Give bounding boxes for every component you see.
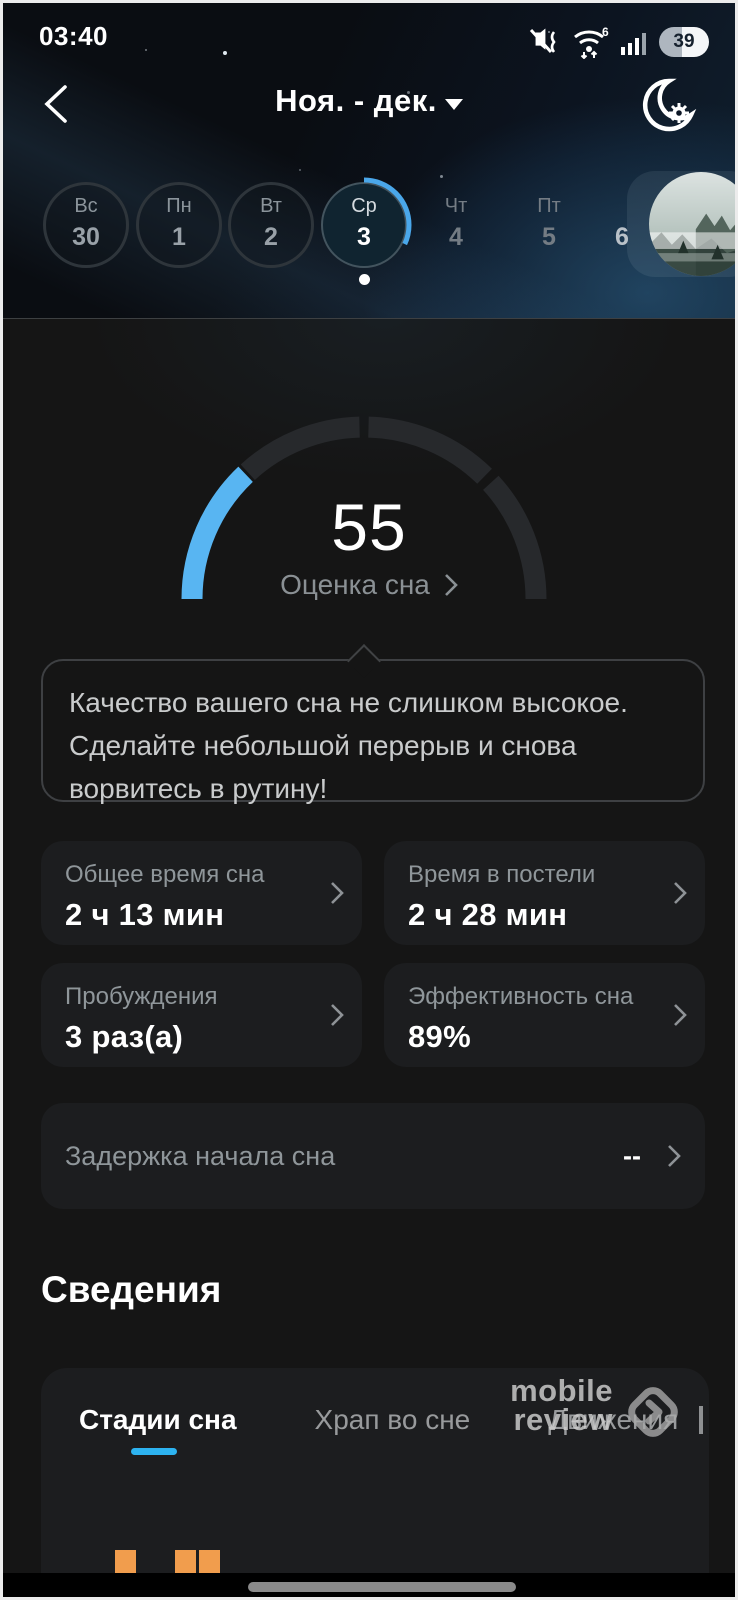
star: [548, 31, 550, 33]
star: [299, 169, 301, 171]
gauge-fill-arc: [181, 466, 253, 600]
stat-awakenings[interactable]: Пробуждения 3 раз(а): [41, 963, 362, 1067]
day-number: 2: [264, 223, 278, 251]
clock: 03:40: [39, 21, 108, 51]
details-card: Стадии сна Храп во сне Движения mobile r…: [41, 1368, 709, 1573]
day-number: 5: [542, 223, 556, 251]
wifi-icon: 6: [574, 25, 609, 59]
clipped-next-tab: [699, 1406, 703, 1434]
day-circle: [136, 182, 222, 268]
stat-label: Задержка начала сна: [65, 1140, 336, 1171]
chevron-down-icon: [444, 98, 463, 110]
chevron-right-icon: [331, 882, 344, 904]
sleep-stage-bar: [115, 1550, 136, 1573]
sleep-quality-tooltip: Качество вашего сна не слишком высокое. …: [41, 659, 705, 804]
stat-label: Пробуждения: [65, 983, 218, 1010]
back-button[interactable]: [37, 81, 77, 127]
stat-value: 3 раз(а): [65, 1019, 184, 1054]
day-number: 4: [449, 223, 463, 251]
section-divider: [3, 318, 735, 319]
day-name: Вт: [260, 195, 282, 217]
home-indicator[interactable]: [248, 1582, 516, 1592]
watermark-text: mobile review: [510, 1373, 613, 1437]
tab-sleep-stages[interactable]: Стадии сна: [79, 1404, 237, 1435]
bottom-bezel: [3, 1573, 735, 1597]
day-circle: [321, 182, 407, 268]
day-name: Чт: [444, 195, 468, 217]
day-number: 3: [357, 223, 371, 251]
background-glow: [3, 318, 735, 578]
sleep-settings-button[interactable]: [635, 75, 697, 137]
day-sat-6-partial: 6: [615, 223, 629, 251]
battery-percent: 39: [673, 31, 695, 52]
chevron-right-icon: [444, 574, 458, 596]
day-sun-30[interactable]: Вс 30: [40, 179, 132, 271]
night-sky-background: [3, 3, 735, 318]
star: [407, 91, 410, 94]
stat-value: 89%: [408, 1019, 471, 1054]
day-name: Пт: [537, 195, 561, 217]
battery-indicator: 39: [659, 27, 709, 57]
stat-label: Эффективность сна: [408, 983, 634, 1010]
chevron-right-icon: [331, 1004, 344, 1026]
sleep-stage-bar: [175, 1550, 196, 1573]
chevron-right-icon: [674, 1004, 687, 1026]
stat-label: Время в постели: [408, 861, 596, 888]
profile-avatar-container[interactable]: [627, 171, 735, 277]
back-chevron-icon: [44, 85, 67, 123]
active-tab-underline: [131, 1448, 177, 1455]
stat-label: Общее время сна: [65, 861, 265, 888]
day-progress-arc: [316, 177, 412, 273]
details-tabs: Стадии сна Храп во сне Движения: [79, 1404, 678, 1436]
day-thu-4[interactable]: Чт 4: [410, 179, 502, 271]
star: [440, 175, 443, 178]
day-number: 30: [72, 223, 100, 251]
watermark-logo-icon: [628, 1387, 678, 1437]
stat-time-in-bed[interactable]: Время в постели 2 ч 28 мин: [384, 841, 705, 945]
stat-sleep-latency[interactable]: Задержка начала сна --: [41, 1103, 705, 1209]
svg-text:6: 6: [602, 25, 609, 39]
day-number: 1: [172, 223, 186, 251]
sleep-stage-bar: [199, 1550, 220, 1573]
chevron-right-icon: [674, 882, 687, 904]
day-name: Ср: [351, 195, 377, 217]
stat-value: 2 ч 13 мин: [65, 897, 225, 932]
avatar: [649, 172, 735, 276]
day-mon-1[interactable]: Пн 1: [133, 179, 225, 271]
star: [145, 49, 147, 51]
day-wed-3-selected[interactable]: Ср 3: [316, 177, 412, 273]
moon-gear-icon: [643, 78, 697, 132]
stat-total-sleep[interactable]: Общее время сна 2 ч 13 мин: [41, 841, 362, 945]
period-title: Ноя. - дек.: [275, 83, 437, 118]
week-day-strip: Вс 30 Пн 1 Вт 2 Ср 3 Чт 4 Пт 5: [3, 177, 735, 275]
details-heading: Сведения: [41, 1269, 222, 1310]
sleep-score-value: 55: [331, 490, 407, 564]
misty-forest-photo: [649, 172, 735, 276]
day-circle: [43, 182, 129, 268]
sleep-score-label: Оценка сна: [280, 569, 430, 600]
day-circle: [228, 182, 314, 268]
stat-value: --: [623, 1140, 641, 1171]
sleep-stats-grid: Общее время сна 2 ч 13 мин Время в посте…: [41, 841, 705, 1067]
period-selector[interactable]: Ноя. - дек.: [3, 83, 735, 119]
day-name: Пн: [166, 195, 192, 217]
mute-vibrate-icon: [529, 28, 556, 54]
day-fri-5[interactable]: Пт 5: [503, 179, 595, 271]
star: [223, 51, 227, 55]
sleep-score-link[interactable]: Оценка сна: [3, 569, 735, 601]
stat-value: 2 ч 28 мин: [408, 897, 568, 932]
selected-day-dot: [359, 274, 370, 285]
day-name: Вс: [74, 195, 98, 217]
stat-sleep-efficiency[interactable]: Эффективность сна 89%: [384, 963, 705, 1067]
signal-icon: [621, 33, 646, 55]
tab-snoring[interactable]: Храп во сне: [314, 1404, 471, 1435]
day-tue-2[interactable]: Вт 2: [225, 179, 317, 271]
chevron-right-icon: [668, 1145, 681, 1167]
sleep-score-gauge: [181, 416, 547, 600]
